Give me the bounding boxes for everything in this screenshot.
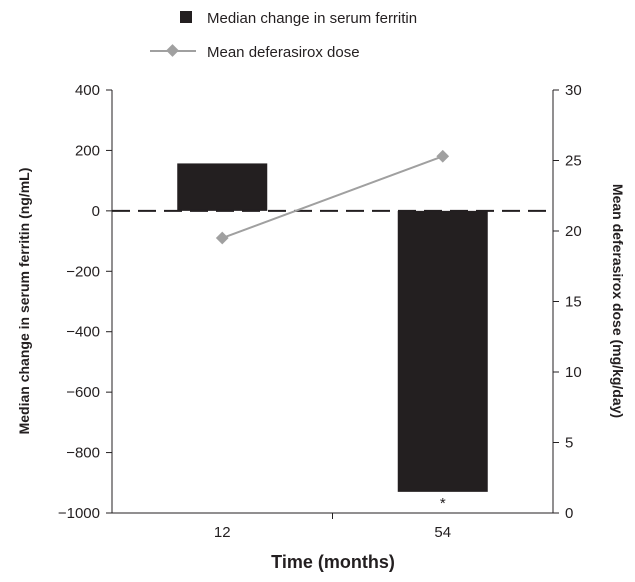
dose-marker [436, 149, 450, 163]
legend-bar-swatch [180, 11, 192, 23]
legend-label-line: Mean deferasirox dose [207, 44, 360, 61]
x-ticks: 12 54 [214, 513, 451, 541]
right-y-tick-label: 30 [565, 82, 582, 99]
x-tick-label: 54 [434, 524, 451, 541]
right-y-tick-label: 0 [565, 505, 573, 522]
left-y-ticks: 400 200 0 −200 −400 −600 −800 −1000 [58, 82, 112, 522]
dose-marker [215, 231, 229, 245]
right-y-tick-label: 10 [565, 364, 582, 381]
right-y-tick-label: 20 [565, 223, 582, 240]
right-y-tick-label: 25 [565, 153, 582, 170]
dose-series [215, 149, 450, 245]
annotations: * [440, 495, 446, 512]
left-y-tick-label: −400 [66, 324, 100, 341]
right-y-tick-label: 15 [565, 294, 582, 311]
left-y-axis-title: Median change in serum ferritin (ng/mL) [16, 168, 32, 435]
legend-diamond-marker [166, 44, 179, 57]
right-y-ticks: 30 25 20 15 10 5 0 [553, 82, 582, 522]
left-y-tick-label: −200 [66, 263, 100, 280]
right-y-axis-title: Mean deferasirox dose (mg/kg/day) [610, 184, 626, 418]
bars [177, 163, 488, 492]
bar [397, 210, 488, 492]
left-y-tick-label: −1000 [58, 505, 100, 522]
right-y-tick-label: 5 [565, 435, 573, 452]
left-y-tick-label: 400 [75, 82, 100, 99]
dose-line-path [221, 155, 444, 239]
left-y-tick-label: 200 [75, 142, 100, 159]
left-y-tick-label: −800 [66, 445, 100, 462]
legend: Median change in serum ferritin Mean def… [150, 10, 417, 61]
left-y-tick-label: −600 [66, 384, 100, 401]
x-tick-label: 12 [214, 524, 231, 541]
left-y-tick-label: 0 [92, 203, 100, 220]
bar [177, 163, 268, 211]
significance-marker: * [440, 495, 446, 512]
legend-label-bar: Median change in serum ferritin [207, 10, 417, 27]
x-axis-title: Time (months) [271, 552, 395, 572]
